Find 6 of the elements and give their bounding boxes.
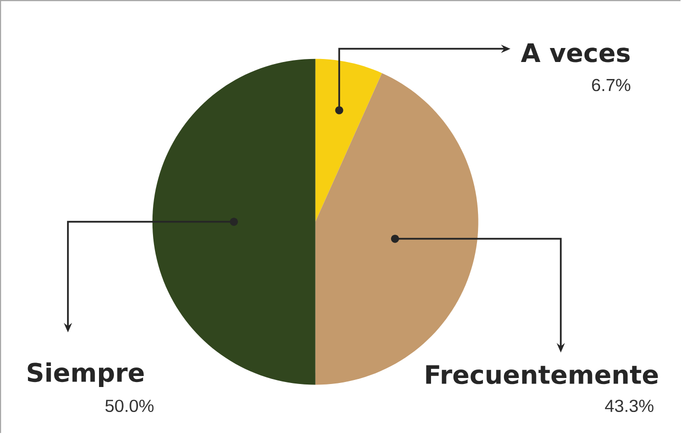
slice-label: Frecuentemente bbox=[426, 365, 658, 384]
data-label: 6.7% bbox=[592, 79, 630, 92]
data-label: 43.3% bbox=[605, 400, 654, 412]
data-label: 50.0% bbox=[105, 400, 154, 412]
slice-label: A veces bbox=[520, 44, 630, 63]
slice-label: Siempre bbox=[28, 362, 144, 388]
